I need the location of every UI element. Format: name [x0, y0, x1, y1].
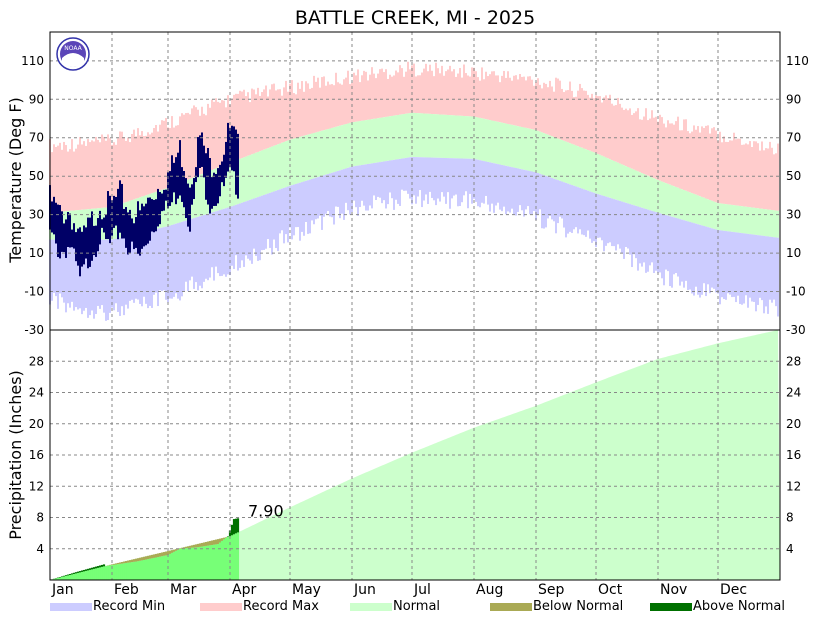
month-label: Nov	[660, 582, 687, 598]
temp-tick-left: 50	[29, 169, 44, 183]
precip-tick-left: 20	[29, 417, 44, 431]
month-label: Dec	[720, 582, 747, 598]
precip-tick-right: 28	[786, 354, 801, 368]
temp-tick-left: 10	[29, 246, 44, 260]
precip-tick-right: 4	[786, 542, 794, 556]
month-label: Feb	[114, 582, 139, 598]
temp-tick-left: 70	[29, 131, 44, 145]
temp-tick-left: 30	[29, 208, 44, 222]
chart-title: BATTLE CREEK, MI - 2025	[295, 7, 535, 29]
month-label: Sep	[538, 582, 565, 598]
legend-label: Below Normal	[533, 599, 623, 614]
precip-tick-right: 20	[786, 417, 801, 431]
temp-tick-right: 30	[786, 208, 801, 222]
precip-tick-left: 8	[36, 511, 44, 525]
legend-swatch	[490, 603, 532, 611]
month-label: Mar	[170, 582, 197, 598]
legend-swatch	[200, 603, 242, 611]
legend-swatch	[350, 603, 392, 611]
month-label: Jun	[353, 582, 376, 598]
temp-tick-right: 110	[786, 54, 809, 68]
month-label: Jul	[413, 582, 431, 598]
plot-frame	[49, 31, 781, 581]
legend-label: Record Max	[243, 599, 319, 614]
temp-tick-left: 110	[21, 54, 44, 68]
temp-tick-right: 90	[786, 92, 801, 106]
temp-tick-left: 90	[29, 92, 44, 106]
precip-tick-right: 24	[786, 386, 801, 400]
precip-tick-left: 28	[29, 354, 44, 368]
month-label: Aug	[476, 582, 503, 598]
month-label: Apr	[232, 582, 256, 598]
precip-tick-right: 12	[786, 479, 801, 493]
precip-tick-left: 12	[29, 479, 44, 493]
precipitation-axis-label: Precipitation (Inches)	[6, 370, 25, 540]
month-label: May	[292, 582, 321, 598]
temp-tick-right: 50	[786, 169, 801, 183]
precip-tick-right: 8	[786, 511, 794, 525]
temperature-panel	[49, 61, 779, 321]
temp-tick-left: -30	[24, 323, 44, 337]
temp-tick-right: 70	[786, 131, 801, 145]
month-label: Jan	[51, 582, 74, 598]
month-labels: Jan Feb Mar Apr May Jun Jul Aug Sep Oct Nov Dec	[51, 582, 747, 598]
legend-swatch	[650, 603, 692, 611]
legend: Record Min Record Max Normal Below Normal Ab…	[50, 599, 785, 614]
temp-tick-right: -30	[786, 323, 806, 337]
temperature-axis-label: Temperature (Deg F)	[6, 97, 25, 264]
precip-tick-left: 24	[29, 386, 44, 400]
legend-label: Normal	[393, 599, 440, 614]
precip-tick-right: 16	[786, 448, 801, 462]
legend-label: Above Normal	[693, 599, 785, 614]
precipitation-total-label: 7.90	[248, 501, 284, 520]
noaa-logo: NOAA	[56, 37, 90, 71]
observed-precipitation-bars	[50, 518, 240, 580]
temp-tick-right: -10	[786, 285, 806, 299]
precip-tick-left: 16	[29, 448, 44, 462]
legend-swatch	[50, 603, 92, 611]
legend-label: Record Min	[93, 599, 165, 614]
record-range-bars	[49, 61, 779, 321]
temp-tick-right: 10	[786, 246, 801, 260]
svg-text:NOAA: NOAA	[64, 45, 82, 52]
precip-tick-left: 4	[36, 542, 44, 556]
month-label: Oct	[598, 582, 623, 598]
temp-tick-left: -10	[24, 285, 44, 299]
